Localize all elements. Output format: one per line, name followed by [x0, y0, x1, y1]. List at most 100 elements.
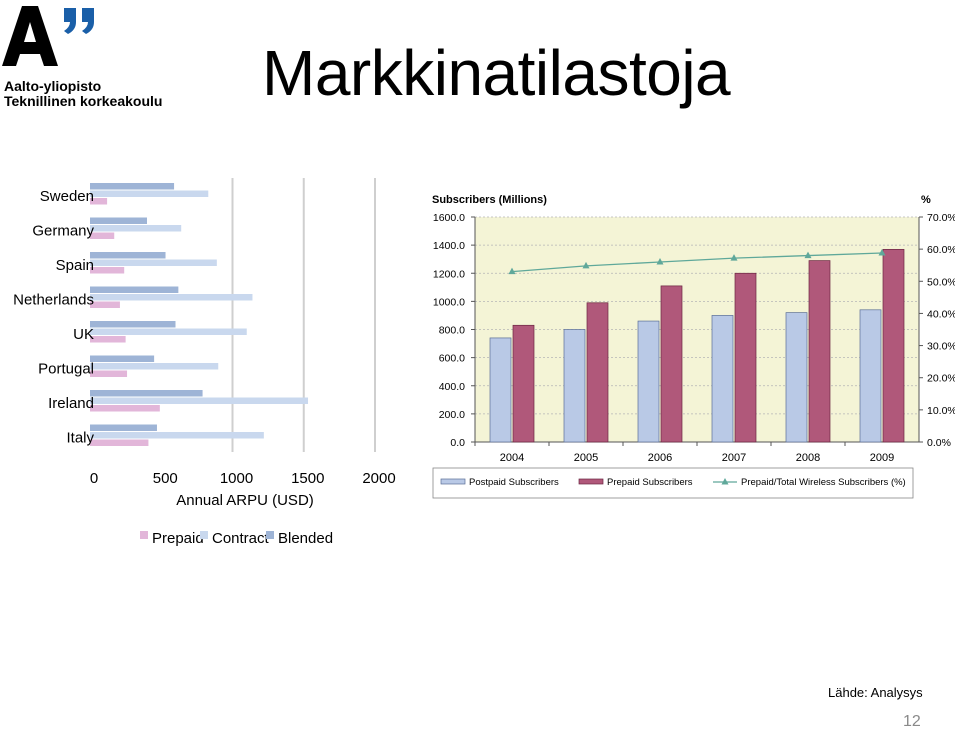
line-prepaid-share [511, 252, 883, 273]
bar-contract-sweden [90, 190, 209, 197]
legend-swatch-contract [200, 531, 208, 539]
category-label-netherlands: Netherlands [13, 292, 94, 309]
bar-postpaid-2004 [489, 337, 512, 443]
subscribers-chart: 0.0 200.0 400.0 600.0 800.0 1000.0 1200.0 1400.… [432, 194, 955, 499]
bar-prepaid-2005 [586, 302, 609, 443]
page-title: Markkinatilastoja [262, 37, 731, 109]
y2-tick-label-20.0%: 20.0% [927, 373, 955, 385]
arpu-chart: Sweden Germany Spain Netherlands UK Portugal I… [13, 178, 396, 547]
x-tick-label-2009: 2009 [870, 452, 894, 464]
chart-title: Subscribers (Millions) [432, 194, 547, 206]
bar-prepaid-ireland [90, 405, 160, 412]
point-prepaid-share-2007 [730, 254, 738, 261]
legend-label-prepaid-share: Prepaid/Total Wireless Subscribers (%) [741, 477, 906, 488]
x-tick-label-2004: 2004 [500, 452, 524, 464]
legend-swatch-postpaid [440, 478, 466, 485]
legend-swatch-prepaid [140, 531, 148, 539]
category-label-germany: Germany [32, 223, 94, 240]
legend-swatch-prepaid-share-marker [721, 478, 729, 485]
point-prepaid-share-2005 [582, 261, 590, 269]
category-label-uk: UK [73, 326, 94, 343]
logo-quote-2 [82, 8, 94, 34]
x-tick-label-2005: 2005 [574, 452, 598, 464]
category-label-portugal: Portugal [38, 361, 94, 378]
category-label-sweden: Sweden [40, 188, 94, 205]
legend-swatch-blended [266, 531, 274, 539]
aalto-logo [2, 6, 94, 66]
bar-blended-uk [90, 321, 176, 328]
bar-prepaid-germany [90, 232, 115, 239]
logo-line1: Aalto-yliopisto [4, 78, 102, 94]
y2-tick-label-10.0%: 10.0% [927, 405, 955, 417]
x-tick-label-1000: 1000 [220, 470, 253, 487]
y-tick-label-400.0: 400.0 [439, 381, 465, 393]
page-number: 12 [903, 713, 921, 730]
bar-blended-germany [90, 217, 147, 224]
legend-label-prepaid: Prepaid Subscribers [607, 477, 693, 488]
bar-contract-italy [90, 432, 264, 439]
bar-blended-italy [90, 424, 157, 431]
bar-blended-portugal [90, 355, 155, 362]
x-tick-label-1500: 1500 [291, 470, 324, 487]
x-tick-label-2000: 2000 [362, 470, 395, 487]
legend-label-contract: Contract [212, 530, 270, 547]
x-tick-label-2007: 2007 [722, 452, 746, 464]
bar-blended-netherlands [90, 286, 179, 293]
point-prepaid-share-2004 [508, 267, 516, 275]
bar-contract-uk [90, 328, 247, 335]
bar-blended-sweden [90, 183, 175, 190]
y-tick-label-1600.0: 1600.0 [433, 212, 465, 224]
bar-prepaid-2007 [734, 272, 757, 443]
bar-postpaid-2005 [563, 329, 586, 443]
y2-tick-label-60.0%: 60.0% [927, 244, 955, 256]
bar-prepaid-2008 [808, 260, 831, 443]
bar-prepaid-spain [90, 267, 125, 274]
bar-postpaid-2009 [859, 309, 882, 443]
bar-contract-spain [90, 259, 217, 266]
bar-postpaid-2007 [711, 315, 734, 443]
point-prepaid-share-2008 [804, 251, 812, 259]
bar-prepaid-uk [90, 336, 126, 343]
y-tick-label-800.0: 800.0 [439, 325, 465, 337]
y2-tick-label-30.0%: 30.0% [927, 341, 955, 353]
x-axis-title: Annual ARPU (USD) [176, 492, 314, 509]
bar-prepaid-2004 [512, 324, 535, 443]
point-prepaid-share-2006 [656, 258, 664, 265]
bar-prepaid-2009 [882, 248, 905, 443]
y2-tick-label-70.0%: 70.0% [927, 212, 955, 224]
y-tick-label-200.0: 200.0 [439, 409, 465, 421]
bar-prepaid-2006 [660, 285, 683, 443]
bar-contract-ireland [90, 397, 309, 404]
x-tick-label-2006: 2006 [648, 452, 672, 464]
category-label-ireland: Ireland [48, 395, 94, 412]
category-label-italy: Italy [66, 430, 94, 447]
bar-contract-germany [90, 225, 182, 232]
y-tick-label-1000.0: 1000.0 [433, 296, 465, 308]
bar-blended-ireland [90, 390, 203, 397]
y-tick-label-1400.0: 1400.0 [433, 240, 465, 252]
bar-blended-spain [90, 252, 166, 259]
y2-tick-label-0.0%: 0.0% [927, 437, 951, 449]
bar-contract-portugal [90, 363, 219, 370]
y-tick-label-1200.0: 1200.0 [433, 268, 465, 280]
legend-label-postpaid: Postpaid Subscribers [469, 477, 559, 488]
bar-prepaid-sweden [90, 198, 108, 205]
legend-box [432, 467, 914, 499]
bar-postpaid-2006 [637, 320, 660, 443]
y2-tick-label-50.0%: 50.0% [927, 276, 955, 288]
y-tick-label-0.0: 0.0 [450, 437, 465, 449]
legend-swatch-prepaid [578, 478, 604, 485]
bar-prepaid-portugal [90, 370, 128, 377]
x-tick-label-2008: 2008 [796, 452, 820, 464]
y2-axis-title: % [921, 194, 931, 206]
source-note: Lähde: Analysys [828, 685, 923, 700]
bar-prepaid-netherlands [90, 301, 120, 308]
y-tick-label-600.0: 600.0 [439, 353, 465, 365]
legend-label-blended: Blended [278, 530, 333, 547]
point-prepaid-share-2009 [878, 249, 886, 256]
logo-line2: Teknillinen korkeakoulu [4, 93, 163, 109]
x-tick-label-0: 0 [90, 470, 98, 487]
logo-quote-1 [64, 8, 76, 34]
x-tick-label-500: 500 [153, 470, 178, 487]
y2-tick-label-40.0%: 40.0% [927, 308, 955, 320]
